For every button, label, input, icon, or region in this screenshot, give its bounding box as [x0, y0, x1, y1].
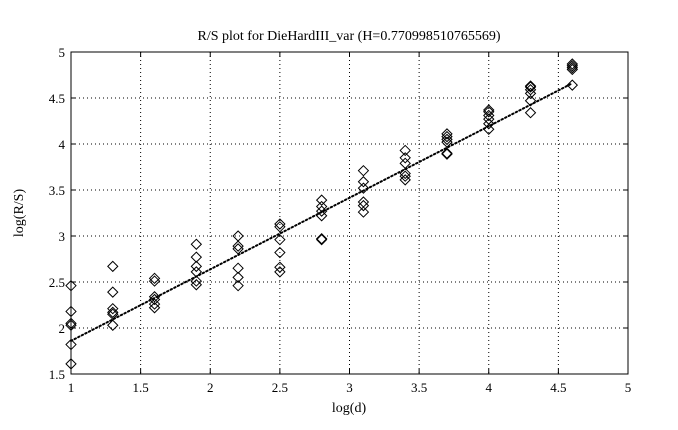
data-point-diamond	[315, 210, 328, 222]
y-tick-label: 4	[59, 137, 66, 152]
data-point-diamond	[483, 104, 495, 116]
data-point-diamond	[148, 291, 161, 303]
data-point-diamond	[399, 152, 411, 164]
data-point-diamond	[65, 319, 77, 331]
data-point-diamond	[315, 194, 328, 206]
data-point-diamond	[65, 305, 77, 318]
axis-ticks: 1 1.5 2 2.5 3 3.5 4 4.5 51.522.533.544.55	[49, 45, 632, 395]
data-point-diamond	[274, 221, 286, 233]
data-point-diamond	[524, 95, 537, 107]
x-tick-label: 5	[625, 380, 632, 395]
y-tick-label: 3	[59, 229, 66, 244]
data-point-diamond	[232, 230, 244, 242]
data-point-diamond	[190, 238, 203, 250]
x-tick-label: 4.5	[550, 380, 566, 395]
data-point-diamond	[524, 81, 537, 93]
data-point-diamond	[399, 144, 411, 157]
data-point-diamond	[566, 60, 579, 72]
data-point-diamond	[315, 205, 328, 217]
data-point-diamond	[65, 358, 77, 370]
data-point-diamond	[65, 279, 77, 292]
data-point-diamond	[399, 157, 411, 170]
grid-lines	[71, 52, 628, 374]
data-point-diamond	[107, 308, 119, 320]
data-point-diamond	[107, 260, 119, 273]
data-point-diamond	[148, 272, 161, 285]
data-point-diamond	[232, 240, 244, 252]
data-point-diamond	[107, 302, 119, 315]
data-point-diamond	[357, 196, 370, 208]
data-point-diamond	[315, 233, 328, 246]
data-point-diamond	[107, 319, 119, 331]
data-point-diamond	[524, 87, 537, 100]
data-point-diamond	[399, 170, 411, 182]
data-point-diamond	[148, 298, 161, 310]
data-point-diamond	[65, 338, 77, 351]
x-tick-label: 3	[346, 380, 353, 395]
data-point-diamond	[190, 279, 203, 291]
data-point-diamond	[315, 233, 328, 245]
x-tick-label: 3.5	[411, 380, 427, 395]
data-point-diamond	[441, 128, 453, 140]
x-tick-label: 2	[207, 380, 214, 395]
data-point-diamond	[357, 182, 370, 194]
data-point-diamond	[441, 147, 453, 159]
data-point-diamond	[566, 58, 579, 70]
chart-title: R/S plot for DieHardIII_var (H=0.7709985…	[197, 29, 500, 44]
data-point-diamond	[190, 275, 203, 287]
data-point-diamond	[274, 261, 286, 273]
data-point-diamond	[357, 206, 370, 218]
x-tick-label: 1.5	[133, 380, 149, 395]
data-point-diamond	[274, 246, 286, 259]
data-point-diamond	[232, 262, 244, 274]
data-point-diamond	[483, 106, 495, 118]
y-axis-title: log(R/S)	[12, 189, 27, 238]
data-point-diamond	[483, 123, 495, 135]
data-point-diamond	[190, 260, 203, 273]
data-point-diamond	[357, 199, 370, 212]
data-point-diamond	[274, 233, 286, 246]
data-point-diamond	[357, 176, 370, 188]
data-point-diamond	[148, 275, 161, 287]
y-tick-label: 1.5	[49, 367, 65, 382]
data-point-diamond	[524, 80, 537, 92]
data-point-diamond	[357, 164, 370, 177]
data-point-diamond	[566, 79, 579, 91]
data-point-diamond	[524, 107, 537, 119]
data-point-diamond	[107, 286, 119, 298]
y-tick-label: 5	[59, 45, 66, 60]
data-point-diamond	[190, 266, 203, 278]
data-point-diamond	[190, 251, 203, 263]
y-tick-label: 3.5	[49, 183, 65, 198]
data-point-diamond	[524, 84, 537, 96]
data-point-diamond	[441, 148, 453, 160]
data-point-diamond	[274, 218, 286, 230]
data-point-diamond	[274, 266, 286, 278]
data-point-diamond	[315, 200, 328, 213]
data-point-diamond	[232, 279, 244, 292]
data-point-diamond	[399, 174, 411, 186]
x-tick-label: 4	[486, 380, 493, 395]
data-point-diamond	[232, 271, 244, 284]
x-tick-label: 1	[68, 380, 75, 395]
y-tick-label: 2	[59, 321, 66, 336]
data-point-diamond	[65, 317, 77, 330]
y-tick-label: 4.5	[49, 91, 65, 106]
x-tick-label: 2.5	[272, 380, 288, 395]
data-point-diamond	[483, 118, 495, 130]
y-tick-label: 2.5	[49, 275, 65, 290]
data-point-diamond	[399, 167, 411, 180]
data-points	[65, 58, 579, 370]
x-axis-title: log(d)	[332, 401, 367, 416]
